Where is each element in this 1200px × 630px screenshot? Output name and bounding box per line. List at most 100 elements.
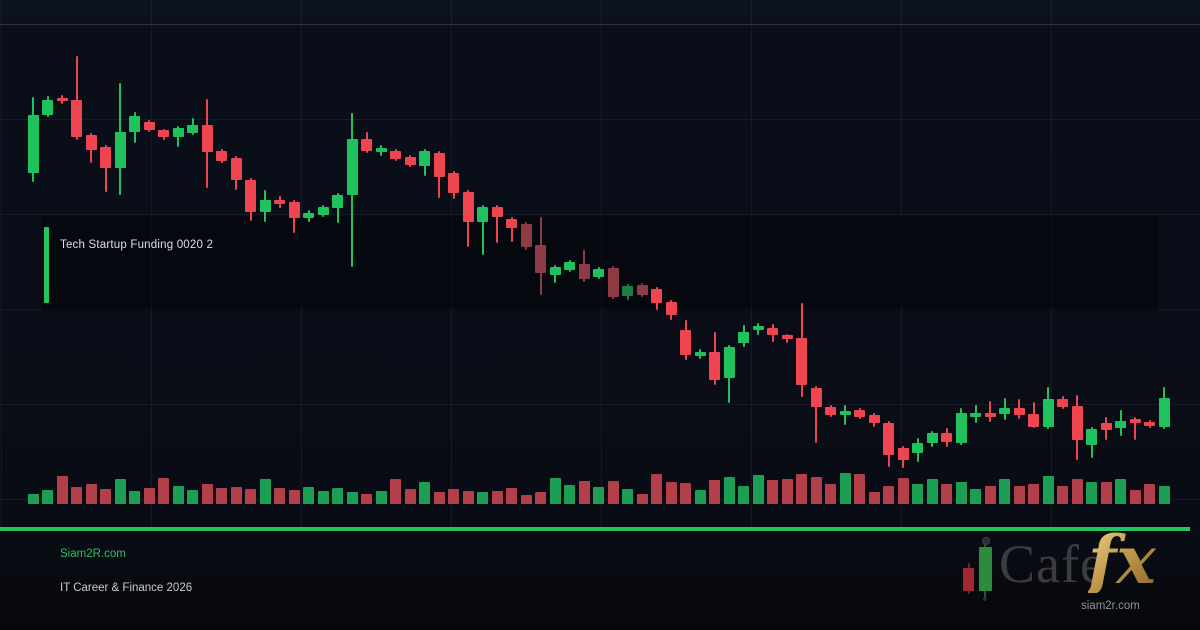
volume-bar <box>520 495 532 504</box>
volume-bar <box>752 475 764 504</box>
candle-body <box>781 335 793 340</box>
candle-body <box>143 121 155 131</box>
candle-body <box>883 422 894 456</box>
volume-bar <box>433 492 445 504</box>
volume-bar <box>187 490 198 504</box>
green-candle-dot-bottom <box>983 597 987 601</box>
volume-bar <box>868 492 880 504</box>
candle-body <box>810 388 822 407</box>
volume-bar <box>1028 484 1039 504</box>
volume-bar <box>926 479 938 504</box>
candle-body <box>1086 428 1097 445</box>
volume-bar <box>709 480 720 504</box>
candle-body <box>201 124 213 153</box>
volume-bar <box>1158 486 1170 504</box>
volume-bar <box>839 473 851 504</box>
volume-bar <box>143 488 155 504</box>
volume-bar <box>216 488 227 504</box>
candle-body <box>172 127 184 137</box>
volume-bar <box>1086 482 1097 504</box>
volume-bar <box>42 490 53 504</box>
logo-cafe-text: Cafe <box>999 534 1105 594</box>
volume-bar <box>738 486 749 504</box>
candle-body <box>245 179 256 212</box>
candle-body <box>274 200 285 205</box>
volume-bar <box>172 486 184 504</box>
volume-bar <box>317 491 329 504</box>
candle-body <box>346 139 358 196</box>
logo-url-text: siam2r.com <box>1081 600 1140 612</box>
overlay-label-text: Tech Startup Funding 0020 2 <box>60 239 214 251</box>
candle-body <box>332 195 343 208</box>
candle-body <box>1028 413 1039 427</box>
volume-bar <box>1144 484 1155 504</box>
volume-bar <box>1100 482 1112 504</box>
candle-body <box>129 115 140 132</box>
volume-bar <box>1057 486 1068 504</box>
candle-body <box>259 200 271 212</box>
volume-bar <box>1071 479 1083 504</box>
separator-line <box>0 527 1190 531</box>
accent-bar <box>44 227 49 303</box>
volume-bar <box>1013 486 1025 504</box>
h-gridline <box>0 24 1200 25</box>
volume-bar <box>201 484 213 504</box>
candle-body <box>1100 422 1112 430</box>
candle-body <box>317 207 329 215</box>
candle-wick <box>510 216 513 242</box>
volume-bar <box>912 484 923 504</box>
volume-bar <box>999 479 1010 504</box>
candle-body <box>1144 422 1155 426</box>
candle-body <box>448 173 459 193</box>
volume-bar <box>984 486 996 504</box>
volume-bar <box>375 491 387 504</box>
candle-body <box>868 415 880 423</box>
cafefx-logo: Cafe fx siam2r.com <box>955 527 1195 628</box>
candle-wick <box>481 204 484 255</box>
candle-body <box>912 443 923 453</box>
candle-body <box>680 330 691 355</box>
logo-fx-text: fx <box>1088 521 1156 599</box>
volume-bar <box>1042 476 1054 504</box>
volume-bar <box>883 486 894 504</box>
volume-bar <box>288 490 300 504</box>
volume-bar <box>56 476 68 504</box>
candle-body <box>723 346 735 379</box>
volume-bar <box>158 478 169 504</box>
candle-body <box>738 332 749 343</box>
candle-body <box>506 219 517 229</box>
volume-bar <box>448 489 459 504</box>
candle-body <box>955 413 967 444</box>
candle-body <box>361 139 372 152</box>
candle-body <box>1129 419 1141 423</box>
volume-bar <box>796 474 807 504</box>
overlay-label-box: Tech Startup Funding 0020 2 <box>42 216 1158 310</box>
candle-body <box>970 413 981 417</box>
candle-body <box>288 201 300 218</box>
h-gridline <box>0 119 1200 120</box>
volume-bar <box>854 474 865 504</box>
tagline-text: IT Career & Finance 2026 <box>60 582 193 594</box>
candle-body <box>796 337 807 386</box>
volume-bar <box>781 479 793 504</box>
candle-body <box>535 244 546 273</box>
v-gridline <box>1 0 2 527</box>
candle-wick <box>104 145 107 192</box>
candle-body <box>187 124 198 134</box>
candle-body <box>56 97 68 101</box>
candle-wick <box>496 204 498 244</box>
candle-body <box>665 302 677 315</box>
volume-bar <box>593 487 604 504</box>
volume-bar <box>404 489 416 504</box>
h-gridline <box>0 214 1200 215</box>
volume-bar <box>230 487 242 504</box>
candle-wick <box>75 56 78 140</box>
volume-bar <box>941 484 952 504</box>
candle-body <box>520 223 532 248</box>
candle-body <box>622 286 633 297</box>
candle-body <box>709 351 720 380</box>
candle-body <box>564 262 575 270</box>
volume-bar <box>361 494 372 504</box>
candle-body <box>230 158 242 180</box>
candle-body <box>752 326 764 331</box>
